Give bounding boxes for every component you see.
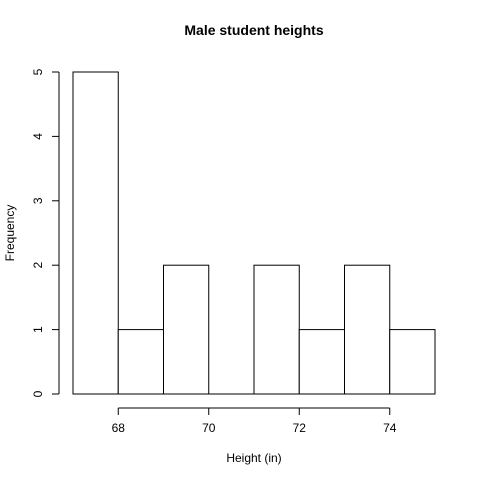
histogram-bar-5	[298, 329, 345, 395]
histogram-bar-1	[117, 329, 164, 395]
x-tick-label-68: 68	[112, 421, 126, 435]
y-tick-label-1: 1	[31, 326, 45, 333]
x-tick-label-70: 70	[202, 421, 216, 435]
histogram-bar-4	[253, 264, 300, 395]
chart-title: Male student heights	[184, 22, 323, 38]
x-axis: 68 70 72 74	[112, 407, 397, 435]
y-tick-label-2: 2	[31, 262, 45, 269]
y-axis: 0 1 2 3 4 5	[31, 68, 60, 397]
y-axis-label: Frequency	[3, 205, 17, 262]
y-tick-label-3: 3	[31, 197, 45, 204]
x-axis-label: Height (in)	[226, 451, 281, 465]
y-tick-label-5: 5	[31, 68, 45, 75]
x-tick-label-74: 74	[383, 421, 397, 435]
histogram-bar-2	[163, 264, 210, 395]
x-tick-label-72: 72	[293, 421, 307, 435]
histogram-bar-7	[389, 329, 436, 395]
y-tick-label-0: 0	[31, 390, 45, 397]
histogram-bar-6	[344, 264, 391, 395]
y-tick-label-4: 4	[31, 133, 45, 140]
histogram-bar-0	[72, 71, 119, 395]
bars-group	[72, 71, 436, 395]
